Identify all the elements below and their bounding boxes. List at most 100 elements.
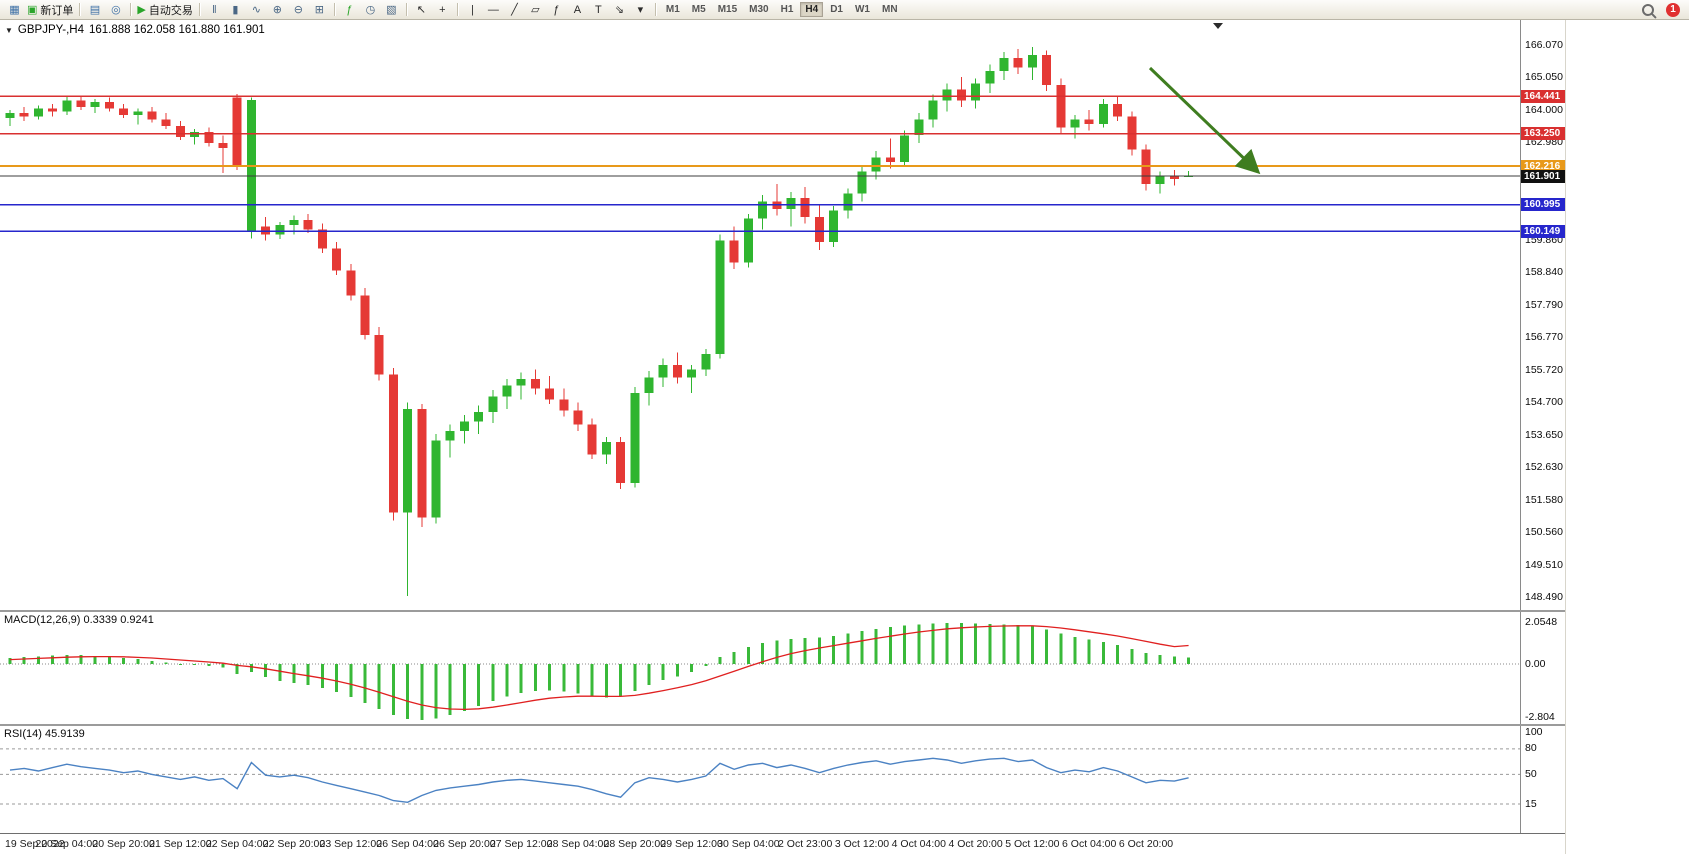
candle-chart-icon[interactable]: ▮ (225, 2, 246, 18)
price-tag: 160.995 (1521, 198, 1565, 212)
new-chart-icon[interactable]: ▦ (4, 2, 25, 18)
vertical-line-icon: | (470, 3, 474, 16)
tile-windows-icon[interactable]: ⊞ (309, 2, 330, 18)
time-axis-label: 22 Sep 20:00 (262, 838, 326, 850)
toolbar-separator (405, 3, 407, 16)
cursor-icon[interactable]: ↖ (411, 2, 432, 18)
toolbar-separator (333, 3, 335, 16)
chart-shift-marker-icon[interactable] (1213, 23, 1223, 29)
label-icon[interactable]: T (588, 2, 609, 18)
new-order-button[interactable]: ▣ 新订单 (25, 2, 75, 18)
toolbar-separator (654, 3, 656, 16)
zoom-in-icon: ⊕ (272, 3, 282, 16)
time-axis-label: 4 Oct 20:00 (948, 838, 1003, 850)
toolbar-right: 1 (1642, 0, 1680, 20)
panel-splitter[interactable] (0, 724, 1565, 726)
fibonacci-icon[interactable]: ƒ (546, 2, 567, 18)
price-axis-label: 151.580 (1525, 494, 1563, 507)
indicators-icon: ƒ (346, 3, 353, 16)
zoom-out-icon: ⊖ (293, 3, 303, 16)
macd-signal-value: 0.9241 (120, 614, 154, 626)
chart-list-icon[interactable]: ▤ (84, 2, 105, 18)
main-chart-panel[interactable]: 166.070 165.050 164.000 162.980 159.860 158.8… (0, 20, 1565, 610)
toolbar-separator (130, 3, 132, 16)
dropdown-icon[interactable]: ▾ (630, 2, 651, 18)
macd-axis-label: 2.0548 (1525, 616, 1558, 629)
time-axis-label: 28 Sep 04:00 (546, 838, 610, 850)
price-axis: 166.070 165.050 164.000 162.980 159.860 158.8… (1520, 20, 1565, 610)
timeframe-m30[interactable]: M30 (749, 4, 769, 15)
text-icon[interactable]: A (567, 2, 588, 18)
toolbar-items: ▦ ▣ 新订单 ▤ ◎ ▶ 自动交易 ‖ ▮ ∿ ⊕ ⊖ ⊞ ƒ ◷ ▧ ↖ + | — ╱ ▱ ƒ A T ⇘ ▾ (4, 2, 660, 18)
tile-windows-icon: ⊞ (314, 3, 324, 16)
bars-chart-icon[interactable]: ‖ (204, 2, 225, 18)
candlestick-chart[interactable] (0, 20, 1520, 610)
line-chart-icon: ∿ (251, 3, 261, 16)
price-axis-label: 148.490 (1525, 591, 1563, 604)
time-axis[interactable]: 19 Sep 2022 20 Sep 04:00 20 Sep 20:00 21 Se… (0, 833, 1565, 854)
price-axis-label: 164.000 (1525, 103, 1563, 116)
templates-icon[interactable]: ▧ (381, 2, 402, 18)
timeframe-m15[interactable]: M15 (717, 4, 738, 15)
channel-icon[interactable]: ▱ (525, 2, 546, 18)
time-axis-label: 4 Oct 04:00 (891, 838, 946, 850)
autotrade-button: ▶ (137, 3, 146, 16)
price-tag: 162.216 (1521, 159, 1565, 173)
templates-icon: ▧ (386, 3, 397, 16)
trendline-icon[interactable]: ╱ (504, 2, 525, 18)
bars-chart-icon: ‖ (212, 3, 217, 16)
time-axis-label: 26 Sep 20:00 (433, 838, 496, 850)
toolbar-separator (198, 3, 200, 16)
horizontal-line-icon[interactable]: — (483, 2, 504, 18)
indicators-icon[interactable]: ƒ (339, 2, 360, 18)
panel-splitter[interactable] (0, 610, 1565, 612)
time-axis-label: 30 Sep 04:00 (717, 838, 780, 850)
rsi-levels (0, 748, 1520, 805)
arrows-icon: ⇘ (614, 3, 624, 16)
time-axis-label: 5 Oct 12:00 (1005, 838, 1060, 850)
toolbar-separator (79, 3, 81, 16)
timeframe-mn[interactable]: MN (881, 4, 898, 15)
new-order-button-label: 新订单 (40, 4, 74, 17)
timeframe-d1[interactable]: D1 (830, 4, 843, 15)
rsi-axis: 100 80 50 15 (1520, 726, 1565, 833)
autotrade-button[interactable]: ▶ 自动交易 (135, 2, 194, 18)
rsi-axis-label: 100 (1525, 726, 1543, 738)
rsi-chart[interactable] (0, 726, 1520, 833)
collapse-triangle-icon[interactable]: ▼ (5, 25, 13, 35)
crosshair-icon[interactable]: + (432, 2, 453, 18)
zoom-in-icon[interactable]: ⊕ (267, 2, 288, 18)
timeframe-w1[interactable]: W1 (854, 4, 870, 15)
zoom-out-icon[interactable]: ⊖ (288, 2, 309, 18)
dropdown-icon: ▾ (637, 3, 644, 16)
timeframe-m1[interactable]: M1 (665, 4, 680, 15)
community-icon[interactable]: ◎ (105, 2, 126, 18)
rsi-panel[interactable]: 100 80 50 15 RSI(14) 45.9139 (0, 726, 1565, 833)
line-chart-icon[interactable]: ∿ (246, 2, 267, 18)
chart-ohlc-values: 161.888 162.058 161.880 161.901 (88, 24, 265, 36)
macd-axis-label: 0.00 (1525, 657, 1546, 670)
price-axis-label: 156.770 (1525, 331, 1563, 343)
timeframe-h1[interactable]: H1 (780, 4, 794, 15)
candlesticks (5, 47, 1194, 596)
macd-signal-line (9, 625, 1189, 711)
cursor-icon: ↖ (416, 3, 426, 16)
macd-chart[interactable] (0, 612, 1520, 724)
notification-badge[interactable]: 1 (1666, 3, 1680, 17)
trendline-icon: ╱ (511, 3, 518, 16)
vertical-line-icon[interactable]: | (462, 2, 483, 18)
time-axis-label: 20 Sep 04:00 (35, 838, 99, 850)
timeframe-h4[interactable]: H4 (800, 2, 824, 17)
rsi-axis-label: 15 (1525, 797, 1537, 810)
macd-panel[interactable]: 2.0548 0.00 -2.804 MACD(12,26,9) 0.3339 0.… (0, 612, 1565, 724)
timeframe-m5[interactable]: M5 (691, 4, 706, 15)
search-icon[interactable] (1642, 4, 1654, 16)
timeframe-bar: M1 M5 M15 M30 H1 H4 D1 W1 MN (660, 2, 904, 17)
time-axis-label: 29 Sep 12:00 (660, 838, 723, 850)
rsi-line (9, 757, 1189, 804)
macd-axis: 2.0548 0.00 -2.804 (1520, 612, 1565, 724)
time-axis-label: 6 Oct 20:00 (1118, 838, 1174, 850)
arrows-icon[interactable]: ⇘ (609, 2, 630, 18)
time-axis-label: 6 Oct 04:00 (1062, 838, 1117, 850)
periods-icon[interactable]: ◷ (360, 2, 381, 18)
